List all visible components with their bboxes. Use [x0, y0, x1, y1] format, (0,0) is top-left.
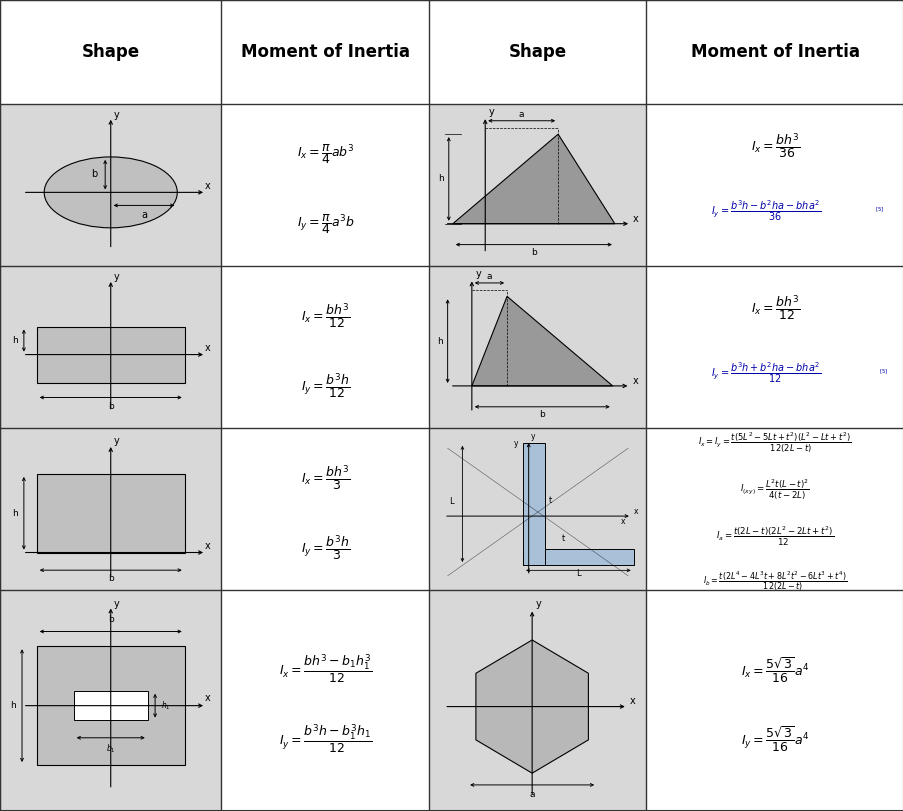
Text: x: x: [632, 376, 638, 386]
Text: h: h: [10, 702, 15, 710]
Bar: [74, 691, 147, 720]
Text: y: y: [113, 436, 119, 447]
Text: y: y: [535, 599, 540, 609]
Text: $I_y = \dfrac{b^3h}{3}$: $I_y = \dfrac{b^3h}{3}$: [301, 534, 349, 563]
Text: $I_y = \dfrac{b^3h - b_1^3h_1}{12}$: $I_y = \dfrac{b^3h - b_1^3h_1}{12}$: [278, 723, 372, 756]
Text: h: h: [12, 508, 17, 517]
Text: $I_x = \dfrac{bh^3}{36}$: $I_x = \dfrac{bh^3}{36}$: [749, 131, 799, 161]
Polygon shape: [452, 134, 614, 224]
Bar: [221, 428, 429, 590]
Polygon shape: [471, 296, 612, 386]
Text: $I_b = \dfrac{t(2L^4-4L^3t+8L^2t^2-6Lt^3+t^4)}{12(2L-t)}$: $I_b = \dfrac{t(2L^4-4L^3t+8L^2t^2-6Lt^3…: [703, 569, 846, 593]
Bar: [37, 327, 184, 383]
Bar: [523, 549, 633, 565]
Bar: [0, 104, 221, 266]
Text: $h_1$: $h_1$: [161, 699, 171, 712]
Bar: [429, 266, 646, 428]
Text: $I_y = \dfrac{b^3h + b^2ha - bha^2}{12}$: $I_y = \dfrac{b^3h + b^2ha - bha^2}{12}$: [711, 361, 820, 385]
Text: h: h: [12, 336, 17, 345]
Text: Shape: Shape: [81, 43, 140, 61]
Polygon shape: [475, 640, 588, 773]
Text: a: a: [529, 790, 535, 799]
Text: $I_y = \dfrac{b^3h}{12}$: $I_y = \dfrac{b^3h}{12}$: [301, 371, 349, 401]
Bar: [221, 590, 429, 811]
Text: $I_x = \dfrac{bh^3 - b_1h_1^3}{12}$: $I_x = \dfrac{bh^3 - b_1h_1^3}{12}$: [278, 654, 372, 686]
Text: a: a: [486, 272, 491, 281]
Bar: [37, 474, 184, 552]
Text: $I_y = \dfrac{b^3h - b^2ha - bha^2}{36}$: $I_y = \dfrac{b^3h - b^2ha - bha^2}{36}$: [711, 199, 820, 223]
Text: Moment of Inertia: Moment of Inertia: [690, 43, 859, 61]
Text: $I_x = \dfrac{5\sqrt{3}}{16}a^4$: $I_x = \dfrac{5\sqrt{3}}{16}a^4$: [740, 655, 808, 684]
Text: $^{[5]}$: $^{[5]}$: [873, 206, 883, 216]
Bar: [523, 443, 545, 565]
Text: b: b: [107, 401, 114, 410]
Text: $^{[5]}$: $^{[5]}$: [878, 368, 888, 378]
Text: $I_x = \dfrac{\pi}{4}ab^3$: $I_x = \dfrac{\pi}{4}ab^3$: [296, 142, 354, 166]
Bar: [37, 646, 184, 765]
Text: $I_{(xy)} = \dfrac{L^2t(L-t)^2}{4(t-2L)}$: $I_{(xy)} = \dfrac{L^2t(L-t)^2}{4(t-2L)}…: [740, 478, 809, 502]
Bar: [0, 590, 221, 811]
Text: y: y: [113, 272, 119, 282]
Text: x: x: [205, 693, 210, 703]
Text: x: x: [632, 214, 638, 224]
Text: b: b: [107, 615, 114, 624]
Text: L: L: [449, 497, 453, 506]
Text: b: b: [91, 169, 98, 179]
Text: t: t: [548, 496, 552, 504]
Text: y: y: [514, 439, 518, 448]
Text: $I_y = \dfrac{5\sqrt{3}}{16}a^4$: $I_y = \dfrac{5\sqrt{3}}{16}a^4$: [740, 725, 808, 754]
Text: x: x: [205, 343, 210, 353]
Bar: [429, 590, 646, 811]
Text: x: x: [628, 696, 635, 706]
Text: h: h: [437, 174, 443, 183]
Text: y: y: [488, 107, 494, 117]
Text: y: y: [475, 269, 480, 279]
Text: $b_1$: $b_1$: [106, 743, 116, 755]
Text: x: x: [620, 517, 625, 526]
Text: a: a: [141, 210, 147, 220]
Bar: [429, 104, 646, 266]
Ellipse shape: [44, 157, 177, 228]
Text: $I_x = \dfrac{bh^3}{12}$: $I_x = \dfrac{bh^3}{12}$: [749, 294, 799, 323]
Text: b: b: [539, 410, 545, 418]
Bar: [646, 428, 903, 590]
Text: x: x: [205, 541, 210, 551]
Text: b: b: [530, 247, 536, 256]
Text: y: y: [113, 109, 119, 120]
Bar: [429, 428, 646, 590]
Text: a: a: [518, 110, 524, 119]
Bar: [221, 266, 429, 428]
Text: y: y: [531, 431, 535, 440]
Text: $I_a = \dfrac{t(2L-t)(2L^2-2Lt+t^2)}{12}$: $I_a = \dfrac{t(2L-t)(2L^2-2Lt+t^2)}{12}…: [715, 526, 833, 548]
Text: Shape: Shape: [508, 43, 566, 61]
Text: $I_x = \dfrac{bh^3}{12}$: $I_x = \dfrac{bh^3}{12}$: [301, 302, 349, 331]
Bar: [0, 428, 221, 590]
Text: h: h: [437, 337, 442, 345]
Text: y: y: [113, 599, 119, 609]
Bar: [646, 590, 903, 811]
Bar: [0, 266, 221, 428]
Text: x: x: [633, 507, 638, 516]
Text: L: L: [575, 569, 580, 577]
Text: Moment of Inertia: Moment of Inertia: [241, 43, 409, 61]
Bar: [0, 0, 903, 104]
Text: t: t: [561, 534, 564, 543]
Text: b: b: [107, 573, 114, 582]
Text: $I_x = \dfrac{bh^3}{3}$: $I_x = \dfrac{bh^3}{3}$: [301, 464, 349, 493]
Text: x: x: [205, 181, 210, 191]
Bar: [221, 104, 429, 266]
Text: $I_x = I_y = \dfrac{t(5L^2-5Lt+t^2)(L^2-Lt+t^2)}{12(2L-t)}$: $I_x = I_y = \dfrac{t(5L^2-5Lt+t^2)(L^2-…: [698, 431, 851, 455]
Bar: [646, 104, 903, 266]
Text: $I_y = \dfrac{\pi}{4}a^3b$: $I_y = \dfrac{\pi}{4}a^3b$: [296, 212, 354, 236]
Bar: [646, 266, 903, 428]
